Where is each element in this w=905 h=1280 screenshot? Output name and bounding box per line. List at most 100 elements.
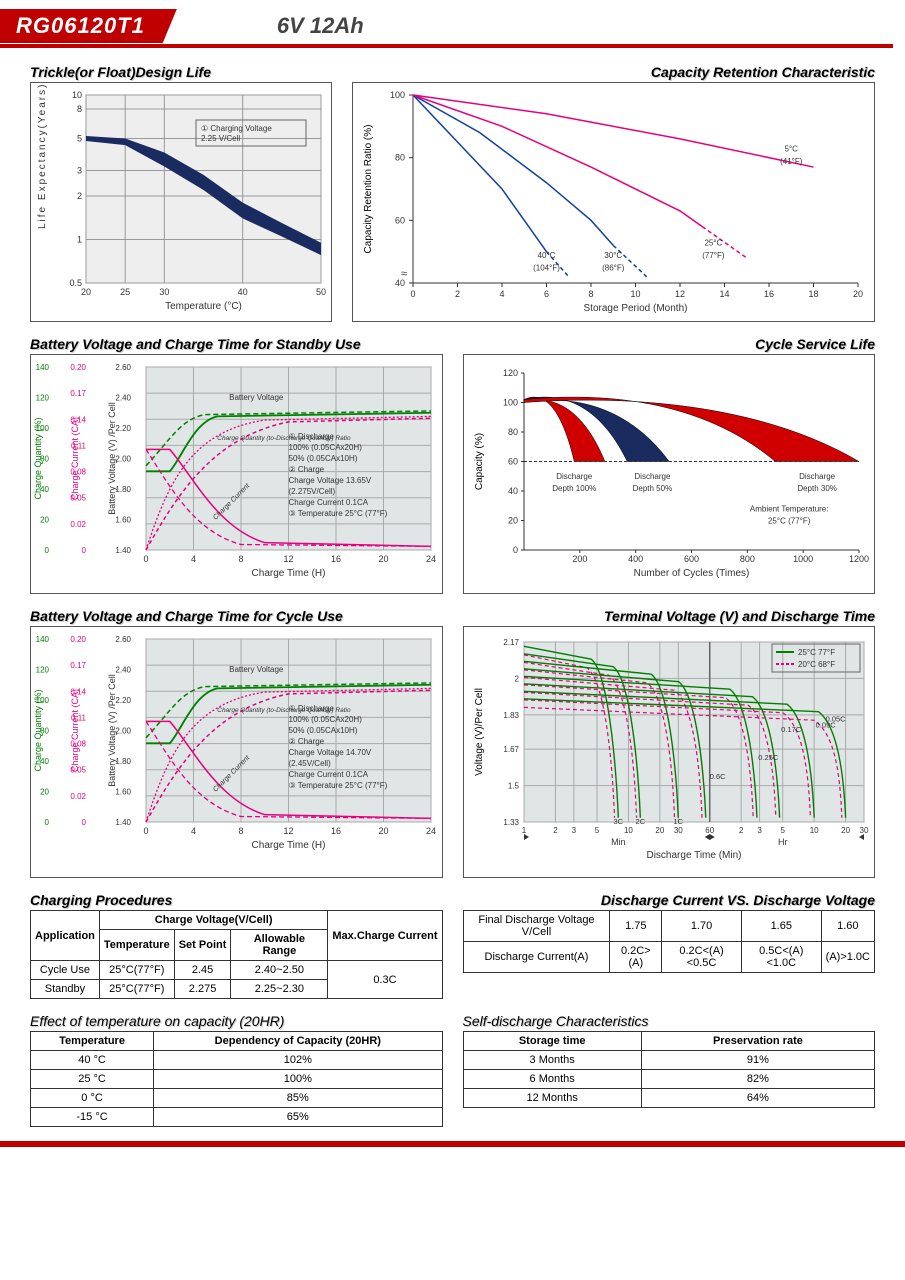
svg-text:Charge Voltage 13.65V: Charge Voltage 13.65V — [289, 476, 372, 485]
svg-text:30: 30 — [673, 826, 682, 835]
th-cv: Charge Voltage(V/Cell) — [99, 911, 327, 930]
svg-text:25°C: 25°C — [704, 238, 722, 247]
svg-text:2: 2 — [738, 826, 743, 835]
svg-text:4: 4 — [191, 826, 196, 836]
cell: 25 °C — [31, 1070, 154, 1089]
cell: 100% — [154, 1070, 442, 1089]
svg-text:1.60: 1.60 — [115, 788, 131, 797]
svg-text:≈: ≈ — [401, 268, 407, 280]
svg-text:② Charge: ② Charge — [289, 465, 325, 474]
svg-text:(86°F): (86°F) — [602, 263, 625, 272]
svg-text:0: 0 — [410, 289, 415, 299]
svg-text:10: 10 — [630, 289, 640, 299]
svg-text:Storage Period (Month): Storage Period (Month) — [584, 303, 688, 314]
svg-text:10: 10 — [72, 90, 82, 100]
chart6-box: 1.331.51.671.8322.1712351020306023510203… — [463, 626, 876, 878]
svg-text:Hr: Hr — [777, 837, 787, 847]
svg-text:2.60: 2.60 — [115, 363, 131, 372]
svg-text:120: 120 — [36, 394, 50, 403]
svg-text:20: 20 — [378, 554, 388, 564]
cell: 12 Months — [463, 1089, 641, 1108]
svg-text:Charge Current (CA): Charge Current (CA) — [70, 689, 80, 772]
th: Storage time — [463, 1032, 641, 1051]
svg-text:Temperature (°C): Temperature (°C) — [165, 301, 242, 312]
svg-text:1000: 1000 — [793, 554, 813, 564]
svg-text:1.80: 1.80 — [115, 757, 131, 766]
svg-text:3: 3 — [77, 166, 82, 176]
svg-text:100: 100 — [390, 90, 405, 100]
svg-text:2C: 2C — [635, 817, 645, 826]
svg-text:(104°F): (104°F) — [533, 263, 560, 272]
svg-text:5: 5 — [594, 826, 599, 835]
svg-text:1.40: 1.40 — [115, 546, 131, 555]
svg-text:20: 20 — [40, 516, 49, 525]
svg-text:16: 16 — [764, 289, 774, 299]
cell: 1.65 — [741, 911, 821, 942]
svg-text:80: 80 — [507, 427, 517, 437]
cell: Final Discharge Voltage V/Cell — [463, 911, 610, 942]
svg-text:Charge Time (H): Charge Time (H) — [252, 840, 326, 851]
svg-text:0: 0 — [82, 818, 87, 827]
dvd-title: Discharge Current VS. Discharge Voltage — [463, 892, 876, 908]
svg-text:20: 20 — [378, 826, 388, 836]
svg-text:20: 20 — [40, 788, 49, 797]
svg-text:2.00: 2.00 — [115, 455, 131, 464]
svg-text:Charge Quantity (%): Charge Quantity (%) — [33, 417, 43, 499]
svg-text:20: 20 — [655, 826, 664, 835]
svg-text:0.02: 0.02 — [70, 520, 86, 529]
svg-text:1.5: 1.5 — [507, 782, 519, 791]
cell: 25°C(77°F) — [99, 980, 174, 999]
svg-text:Discharge Time (Min): Discharge Time (Min) — [646, 850, 741, 861]
svg-text:① Charging Voltage: ① Charging Voltage — [201, 124, 272, 133]
effect-title: Effect of temperature on capacity (20HR) — [30, 1013, 443, 1029]
cell: 82% — [641, 1070, 874, 1089]
chart2-title: Capacity Retention Characteristic — [352, 64, 875, 80]
svg-text:120: 120 — [36, 666, 50, 675]
chart5-box: 04812162024020408010012014000.020.050.08… — [30, 626, 443, 878]
svg-text:25: 25 — [120, 287, 130, 297]
svg-text:50% (0.05CAx10H): 50% (0.05CAx10H) — [289, 726, 358, 735]
cell: Standby — [31, 980, 100, 999]
svg-text:Charge Time (H): Charge Time (H) — [252, 568, 326, 579]
cell: 1.70 — [662, 911, 742, 942]
svg-text:0: 0 — [143, 554, 148, 564]
svg-text:1.33: 1.33 — [503, 818, 519, 827]
svg-text:60: 60 — [705, 826, 714, 835]
svg-text:16: 16 — [331, 826, 341, 836]
svg-text:① Discharge: ① Discharge — [289, 432, 335, 441]
cell: 3 Months — [463, 1051, 641, 1070]
svg-text:Charge Current 0.1CA: Charge Current 0.1CA — [289, 770, 369, 779]
cell: 2.40~2.50 — [231, 961, 328, 980]
charging-table: Application Charge Voltage(V/Cell) Max.C… — [30, 910, 443, 999]
svg-text:0: 0 — [512, 545, 517, 555]
svg-text:Battery Voltage: Battery Voltage — [229, 393, 284, 402]
svg-text:2.25 V/Cell: 2.25 V/Cell — [201, 134, 240, 143]
svg-text:2.20: 2.20 — [115, 424, 131, 433]
svg-text:24: 24 — [426, 826, 436, 836]
svg-text:③ Temperature 25°C (77°F): ③ Temperature 25°C (77°F) — [289, 781, 388, 790]
cell: Discharge Current(A) — [463, 942, 610, 973]
th-temp: Temperature — [99, 930, 174, 961]
svg-text:60: 60 — [395, 215, 405, 225]
svg-text:Capacity Retention Ratio (%): Capacity Retention Ratio (%) — [363, 125, 374, 254]
cell: 25°C(77°F) — [99, 961, 174, 980]
cell: 0.5C<(A)<1.0C — [741, 942, 821, 973]
svg-text:14: 14 — [719, 289, 729, 299]
svg-text:2.17: 2.17 — [503, 638, 519, 647]
svg-text:20°C 68°F: 20°C 68°F — [798, 660, 835, 669]
cell: 1.60 — [821, 911, 874, 942]
svg-text:0.17: 0.17 — [70, 661, 86, 670]
chart1-box: 0.512358102025304050① Charging Voltage2.… — [30, 82, 332, 322]
svg-text:3: 3 — [571, 826, 576, 835]
chart5-title: Battery Voltage and Charge Time for Cycl… — [30, 608, 443, 624]
svg-text:Battery Voltage: Battery Voltage — [229, 665, 284, 674]
svg-text:0.20: 0.20 — [70, 635, 86, 644]
chart2-box: 02468101214161820406080100≈40°C(104°F)30… — [352, 82, 875, 322]
svg-text:80: 80 — [395, 153, 405, 163]
svg-text:Charge Voltage 14.70V: Charge Voltage 14.70V — [289, 748, 372, 757]
svg-text:3C: 3C — [613, 817, 623, 826]
svg-text:(77°F): (77°F) — [702, 251, 725, 260]
svg-text:0.25C: 0.25C — [758, 753, 779, 762]
svg-text:18: 18 — [808, 289, 818, 299]
svg-text:Min: Min — [611, 837, 626, 847]
